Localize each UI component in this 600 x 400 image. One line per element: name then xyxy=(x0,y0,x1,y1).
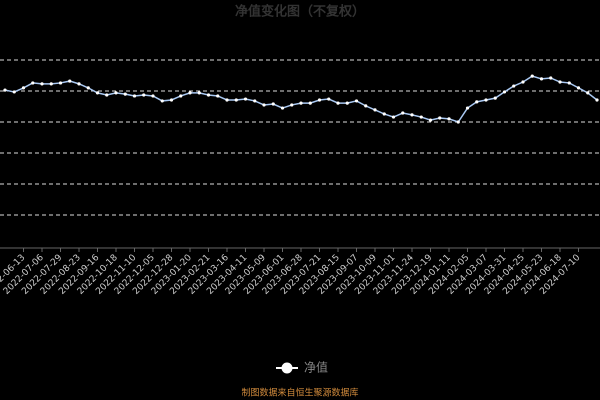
legend-marker xyxy=(281,362,293,374)
data-point xyxy=(40,82,44,86)
data-point xyxy=(438,116,442,120)
data-point xyxy=(188,91,192,95)
data-point xyxy=(12,90,16,94)
data-point xyxy=(428,118,433,122)
data-point xyxy=(290,103,294,107)
data-point xyxy=(49,82,53,86)
data-point xyxy=(95,91,100,95)
data-point xyxy=(68,79,72,83)
data-point xyxy=(280,106,285,110)
data-point xyxy=(308,101,312,105)
data-point xyxy=(123,92,127,96)
data-point xyxy=(243,97,248,101)
data-point xyxy=(354,99,359,103)
data-point xyxy=(77,82,81,86)
data-point xyxy=(216,94,220,98)
source-note: 制图数据来自恒生聚源数据库 xyxy=(241,387,358,399)
data-point xyxy=(391,115,396,119)
data-point xyxy=(512,84,516,88)
data-point xyxy=(401,111,405,115)
series-line xyxy=(4,75,598,123)
data-point xyxy=(327,97,331,101)
data-point xyxy=(225,98,229,102)
data-point xyxy=(169,98,174,102)
data-point xyxy=(271,102,275,106)
data-point xyxy=(86,86,90,90)
data-point xyxy=(317,98,322,102)
data-point xyxy=(197,91,201,95)
data-point xyxy=(31,81,35,85)
data-point xyxy=(299,101,303,105)
data-point xyxy=(475,100,479,104)
data-point xyxy=(558,80,562,84)
data-point xyxy=(465,106,470,110)
data-point xyxy=(21,86,26,90)
data-point xyxy=(160,99,164,103)
data-point xyxy=(364,104,368,108)
data-point xyxy=(373,108,377,112)
data-point xyxy=(502,90,507,94)
data-point xyxy=(253,99,257,103)
data-point xyxy=(539,77,544,81)
data-point xyxy=(262,103,266,107)
legend-label: 净值 xyxy=(304,360,328,375)
data-point xyxy=(336,101,340,105)
data-point xyxy=(595,98,599,102)
data-point xyxy=(3,88,7,92)
data-point xyxy=(151,94,155,98)
data-point xyxy=(206,93,211,97)
data-point xyxy=(132,94,137,98)
data-point xyxy=(58,81,63,85)
data-point xyxy=(521,80,525,84)
data-point xyxy=(419,115,423,119)
data-point xyxy=(382,112,386,116)
data-point xyxy=(234,98,238,102)
data-point xyxy=(447,117,451,121)
data-point xyxy=(410,113,414,117)
data-point xyxy=(549,76,553,80)
data-point xyxy=(114,91,118,95)
chart-title: 净值变化图（不复权） xyxy=(235,4,365,20)
data-point xyxy=(456,120,460,124)
data-point xyxy=(493,96,497,100)
data-point xyxy=(484,98,488,102)
data-point xyxy=(179,94,183,98)
data-point xyxy=(530,74,534,78)
data-point xyxy=(345,101,349,105)
data-point xyxy=(142,93,146,97)
data-point xyxy=(576,86,581,90)
data-point xyxy=(586,91,590,95)
data-point xyxy=(105,93,109,97)
data-point xyxy=(567,81,571,85)
